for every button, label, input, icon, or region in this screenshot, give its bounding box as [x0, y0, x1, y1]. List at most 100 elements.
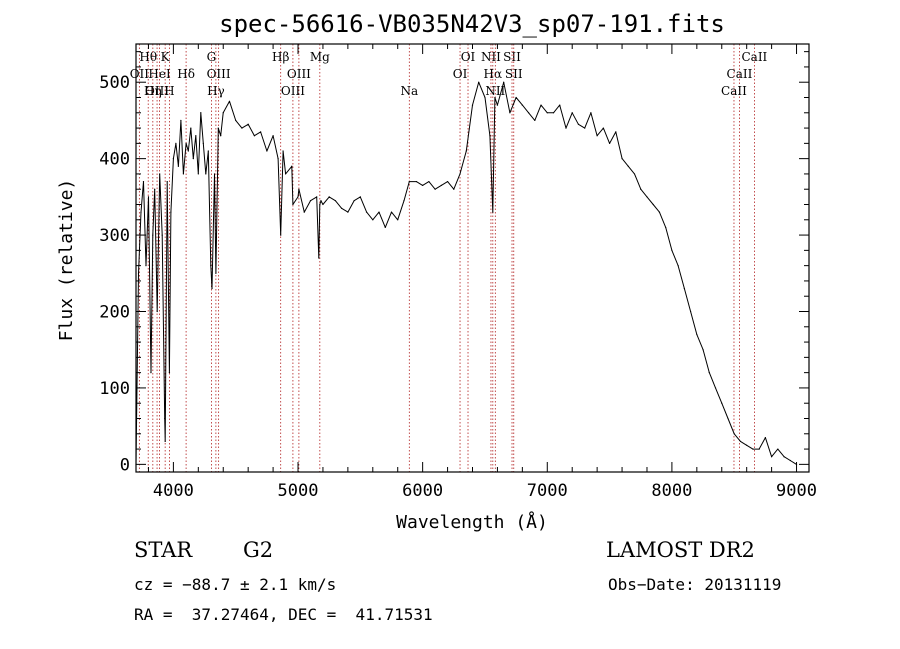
- spectral-line-label-6: H: [164, 84, 174, 98]
- obs-date: Obs−Date: 20131119: [608, 575, 782, 594]
- spectrum-point: [303, 211, 305, 213]
- spectrum-point: [403, 200, 405, 202]
- spectrum-point: [334, 200, 337, 202]
- spectrum-point: [253, 135, 255, 137]
- spectrum-point: [640, 188, 642, 190]
- spectrum-point: [284, 173, 287, 175]
- spectral-line-label-18: NII: [481, 50, 501, 64]
- spectrum-point: [316, 196, 318, 198]
- spectrum-point: [280, 234, 282, 236]
- spectrum-point: [195, 135, 197, 137]
- spectrum-point: [266, 150, 268, 152]
- spectrum-point: [677, 265, 679, 267]
- spectrum-point: [590, 112, 592, 114]
- spectrum-point: [484, 96, 486, 99]
- spectrum-point: [154, 188, 156, 190]
- spectrum-point: [319, 203, 321, 206]
- spectrum-point: [546, 112, 548, 114]
- spectrum-point: [187, 150, 189, 152]
- spectrum-point: [777, 448, 779, 450]
- spectrum-point: [161, 234, 163, 236]
- spectral-line-label-19: SII: [503, 50, 521, 64]
- spectrum-point: [521, 104, 523, 106]
- spectral-line-label-2: OIII: [145, 84, 169, 98]
- spectrum-point: [182, 173, 184, 175]
- spectrum-point: [658, 211, 661, 213]
- spectrum-point: [282, 150, 284, 152]
- spectrum-point: [408, 180, 410, 183]
- spectrum-point: [494, 96, 496, 99]
- spectrum-point: [708, 372, 710, 374]
- spectrum-point: [397, 219, 399, 221]
- spectrum-point: [633, 173, 636, 175]
- spectrum-point: [353, 200, 355, 202]
- spectrum-point: [571, 112, 573, 114]
- spectrum-point: [217, 127, 219, 129]
- x-tick-label: 5000: [278, 481, 319, 501]
- spectrum-point: [211, 287, 213, 290]
- spectrum-point: [272, 135, 274, 137]
- spectrum-point: [228, 100, 231, 102]
- spectrum-point: [384, 226, 386, 229]
- spectrum-point: [727, 417, 729, 420]
- spectrum-point: [140, 211, 142, 213]
- spectral-line-label-9: OIII: [207, 67, 231, 81]
- spectrum-point: [320, 200, 322, 202]
- coordinates: RA = 37.27464, DEC = 41.71531: [134, 605, 433, 624]
- spectrum-point: [422, 184, 424, 186]
- y-tick-label: 500: [99, 73, 130, 93]
- y-tick-label: 100: [99, 379, 130, 399]
- spectrum-point: [177, 165, 179, 167]
- spectrum-point: [428, 180, 430, 183]
- spectrum-point: [341, 207, 343, 209]
- spectrum-point: [459, 173, 461, 175]
- spectrum-point: [496, 104, 499, 106]
- spectrum-point: [771, 456, 773, 458]
- spectrum-point: [210, 265, 212, 267]
- spectrum-point: [621, 158, 623, 160]
- spectrum-point: [145, 265, 147, 267]
- spectrum-point: [378, 211, 380, 213]
- spectrum-point: [615, 131, 617, 133]
- spectrum-point: [197, 173, 199, 175]
- spectrum-point: [552, 112, 555, 114]
- spectrum-point: [156, 310, 158, 313]
- spectrum-point: [152, 234, 154, 236]
- spectrum-point: [602, 127, 604, 129]
- object-type: STAR: [134, 538, 193, 562]
- spectrum-point: [365, 211, 368, 213]
- spectrum-point: [241, 127, 243, 129]
- y-tick-label: 0: [120, 455, 130, 475]
- spectrum-point: [627, 165, 629, 167]
- spectrum-point: [721, 402, 723, 404]
- spectrum-point: [577, 123, 580, 125]
- spectrum-point: [565, 127, 567, 129]
- survey-name: LAMOST DR2: [606, 538, 755, 562]
- spectral-line-label-17: OI: [453, 67, 468, 81]
- spectrum-point: [608, 142, 611, 144]
- spectrum-point: [515, 96, 517, 99]
- y-tick-label: 400: [99, 150, 130, 170]
- spectrum-point: [164, 417, 166, 420]
- spectrum-point: [702, 349, 704, 351]
- spectrum-point: [652, 203, 654, 206]
- chart-title: spec-56616-VB035N42V3_sp07-191.fits: [219, 10, 725, 38]
- x-tick-label: 6000: [402, 481, 443, 501]
- spectrum-point: [292, 203, 294, 206]
- spectrum-point: [503, 81, 505, 83]
- y-axis-label: Flux (relative): [56, 179, 77, 342]
- spectrum-point: [347, 211, 349, 213]
- spectrum-point: [372, 219, 374, 221]
- x-tick-label: 8000: [651, 481, 692, 501]
- spectral-line-label-16: OI: [461, 50, 476, 64]
- spectral-line-label-23: CaII: [741, 50, 767, 64]
- spectrum-point: [739, 440, 742, 443]
- spectrum-point: [213, 173, 216, 175]
- x-axis-label: Wavelength (Å): [396, 511, 548, 533]
- spectrum-point: [764, 437, 766, 439]
- spectrum-point: [322, 203, 324, 206]
- x-tick-label: 7000: [527, 481, 568, 501]
- spectrum-line-0: [135, 81, 797, 465]
- axes: 4000 5000 6000 7000 8000 9000 0 100 200 300 400 500: [99, 44, 817, 501]
